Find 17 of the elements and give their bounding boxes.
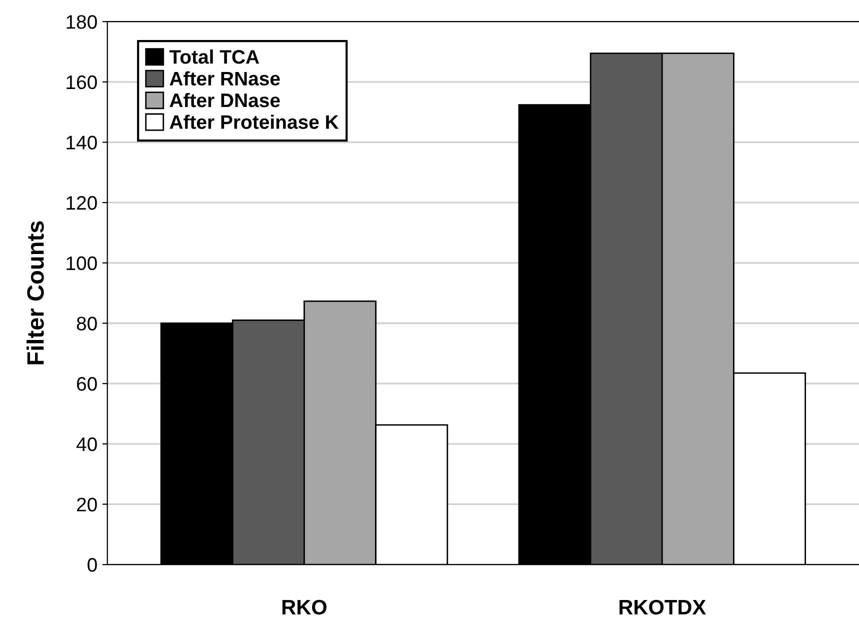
y-tick-label: 40 xyxy=(76,437,97,452)
legend-label: After RNase xyxy=(170,71,280,86)
y-tick-label: 80 xyxy=(76,316,97,330)
x-tick-label: RKO xyxy=(282,600,326,615)
y-tick-label: 140 xyxy=(66,136,97,150)
y-tick-label: 160 xyxy=(66,75,97,90)
y-tick-label: 180 xyxy=(66,15,97,29)
y-tick-label: 100 xyxy=(66,256,97,270)
y-axis-title: Filter Counts xyxy=(26,221,44,364)
legend-label: After DNase xyxy=(170,92,280,108)
y-tick-label: 120 xyxy=(66,196,97,210)
y-tick-label: 0 xyxy=(88,558,97,572)
legend-label: After Proteinase K xyxy=(170,114,339,129)
legend-label: Total TCA xyxy=(169,50,260,64)
y-tick-label: 20 xyxy=(77,498,97,512)
x-tick-label: RKOTDX xyxy=(620,600,706,615)
y-tick-label: 60 xyxy=(77,377,97,391)
